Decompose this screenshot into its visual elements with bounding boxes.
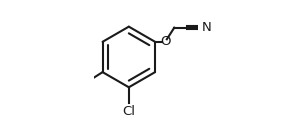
Text: Cl: Cl — [122, 106, 135, 118]
Text: N: N — [202, 21, 212, 34]
Text: O: O — [160, 35, 171, 48]
